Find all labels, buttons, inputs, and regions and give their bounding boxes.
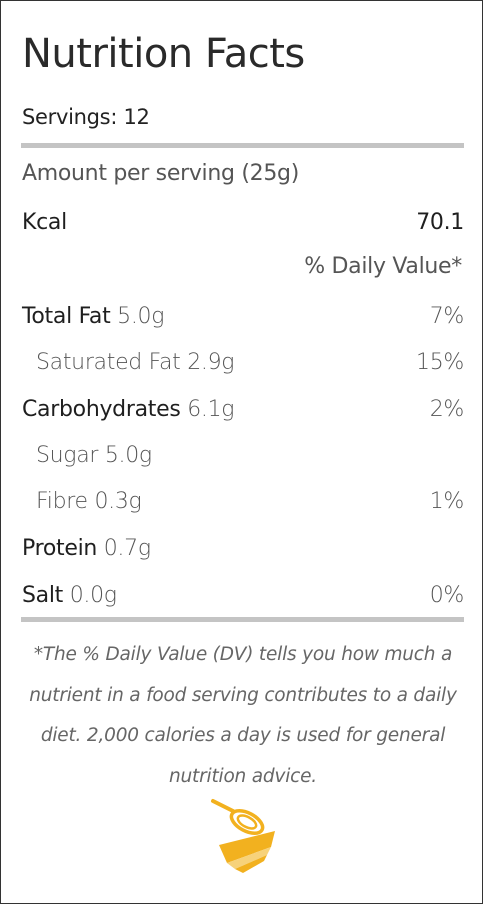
nutrient-dv: 1% <box>429 488 465 514</box>
nutrient-label: Total Fat <box>22 303 111 329</box>
nutrient-label: Salt <box>22 582 63 608</box>
nutrient-label: Fibre <box>36 488 88 514</box>
nutrient-name-amount: Salt 0.0g <box>22 583 117 608</box>
nutrient-label: Saturated Fat <box>36 349 181 375</box>
nutrient-dv: 0% <box>429 582 465 608</box>
kcal-label: Kcal <box>22 209 67 235</box>
nutrient-row-salt: Salt 0.0g 0% <box>22 580 464 610</box>
nutrient-name-amount: Total Fat 5.0g <box>22 304 164 329</box>
servings-text: Servings: 12 <box>22 105 150 129</box>
amount-per-serving: Amount per serving (25g) <box>22 161 299 186</box>
daily-value-footnote: *The % Daily Value (DV) tells you how mu… <box>29 644 457 787</box>
nutrient-amount: 6.1g <box>187 396 235 422</box>
whisk-bowl-icon <box>209 797 279 879</box>
nutrient-row-carbohydrates: Carbohydrates 6.1g 2% <box>22 394 464 424</box>
nutrition-title: Nutrition Facts <box>22 31 305 77</box>
nutrient-amount: 2.9g <box>187 349 235 375</box>
nutrient-row-sugar: Sugar 5.0g <box>36 440 464 470</box>
nutrient-name-amount: Sugar 5.0g <box>36 443 152 468</box>
nutrient-row-fibre: Fibre 0.3g 1% <box>36 486 464 516</box>
nutrient-name-amount: Fibre 0.3g <box>36 488 142 514</box>
nutrient-amount: 0.0g <box>69 582 117 608</box>
nutrient-name-amount: Protein 0.7g <box>22 536 151 561</box>
nutrient-amount: 0.3g <box>94 488 142 514</box>
nutrient-row-protein: Protein 0.7g <box>22 533 464 563</box>
nutrient-label: Protein <box>22 535 98 561</box>
nutrient-amount: 0.7g <box>103 535 151 561</box>
daily-value-header: % Daily Value* <box>304 254 462 279</box>
nutrient-dv: 7% <box>429 303 465 329</box>
nutrient-label: Sugar <box>36 442 99 468</box>
nutrient-label: Carbohydrates <box>22 396 181 422</box>
nutrient-row-total-fat: Total Fat 5.0g 7% <box>22 301 464 331</box>
divider-top <box>21 143 464 148</box>
kcal-row: Kcal 70.1 <box>22 207 464 237</box>
divider-bottom <box>21 617 464 622</box>
nutrient-amount: 5.0g <box>117 303 165 329</box>
nutrient-dv: 15% <box>416 349 464 375</box>
kcal-value: 70.1 <box>416 209 464 235</box>
nutrient-name-amount: Saturated Fat 2.9g <box>36 349 235 375</box>
nutrient-row-saturated-fat: Saturated Fat 2.9g 15% <box>36 347 464 377</box>
nutrient-amount: 5.0g <box>104 442 152 468</box>
nutrient-name-amount: Carbohydrates 6.1g <box>22 396 235 422</box>
nutrient-dv: 2% <box>429 396 465 422</box>
